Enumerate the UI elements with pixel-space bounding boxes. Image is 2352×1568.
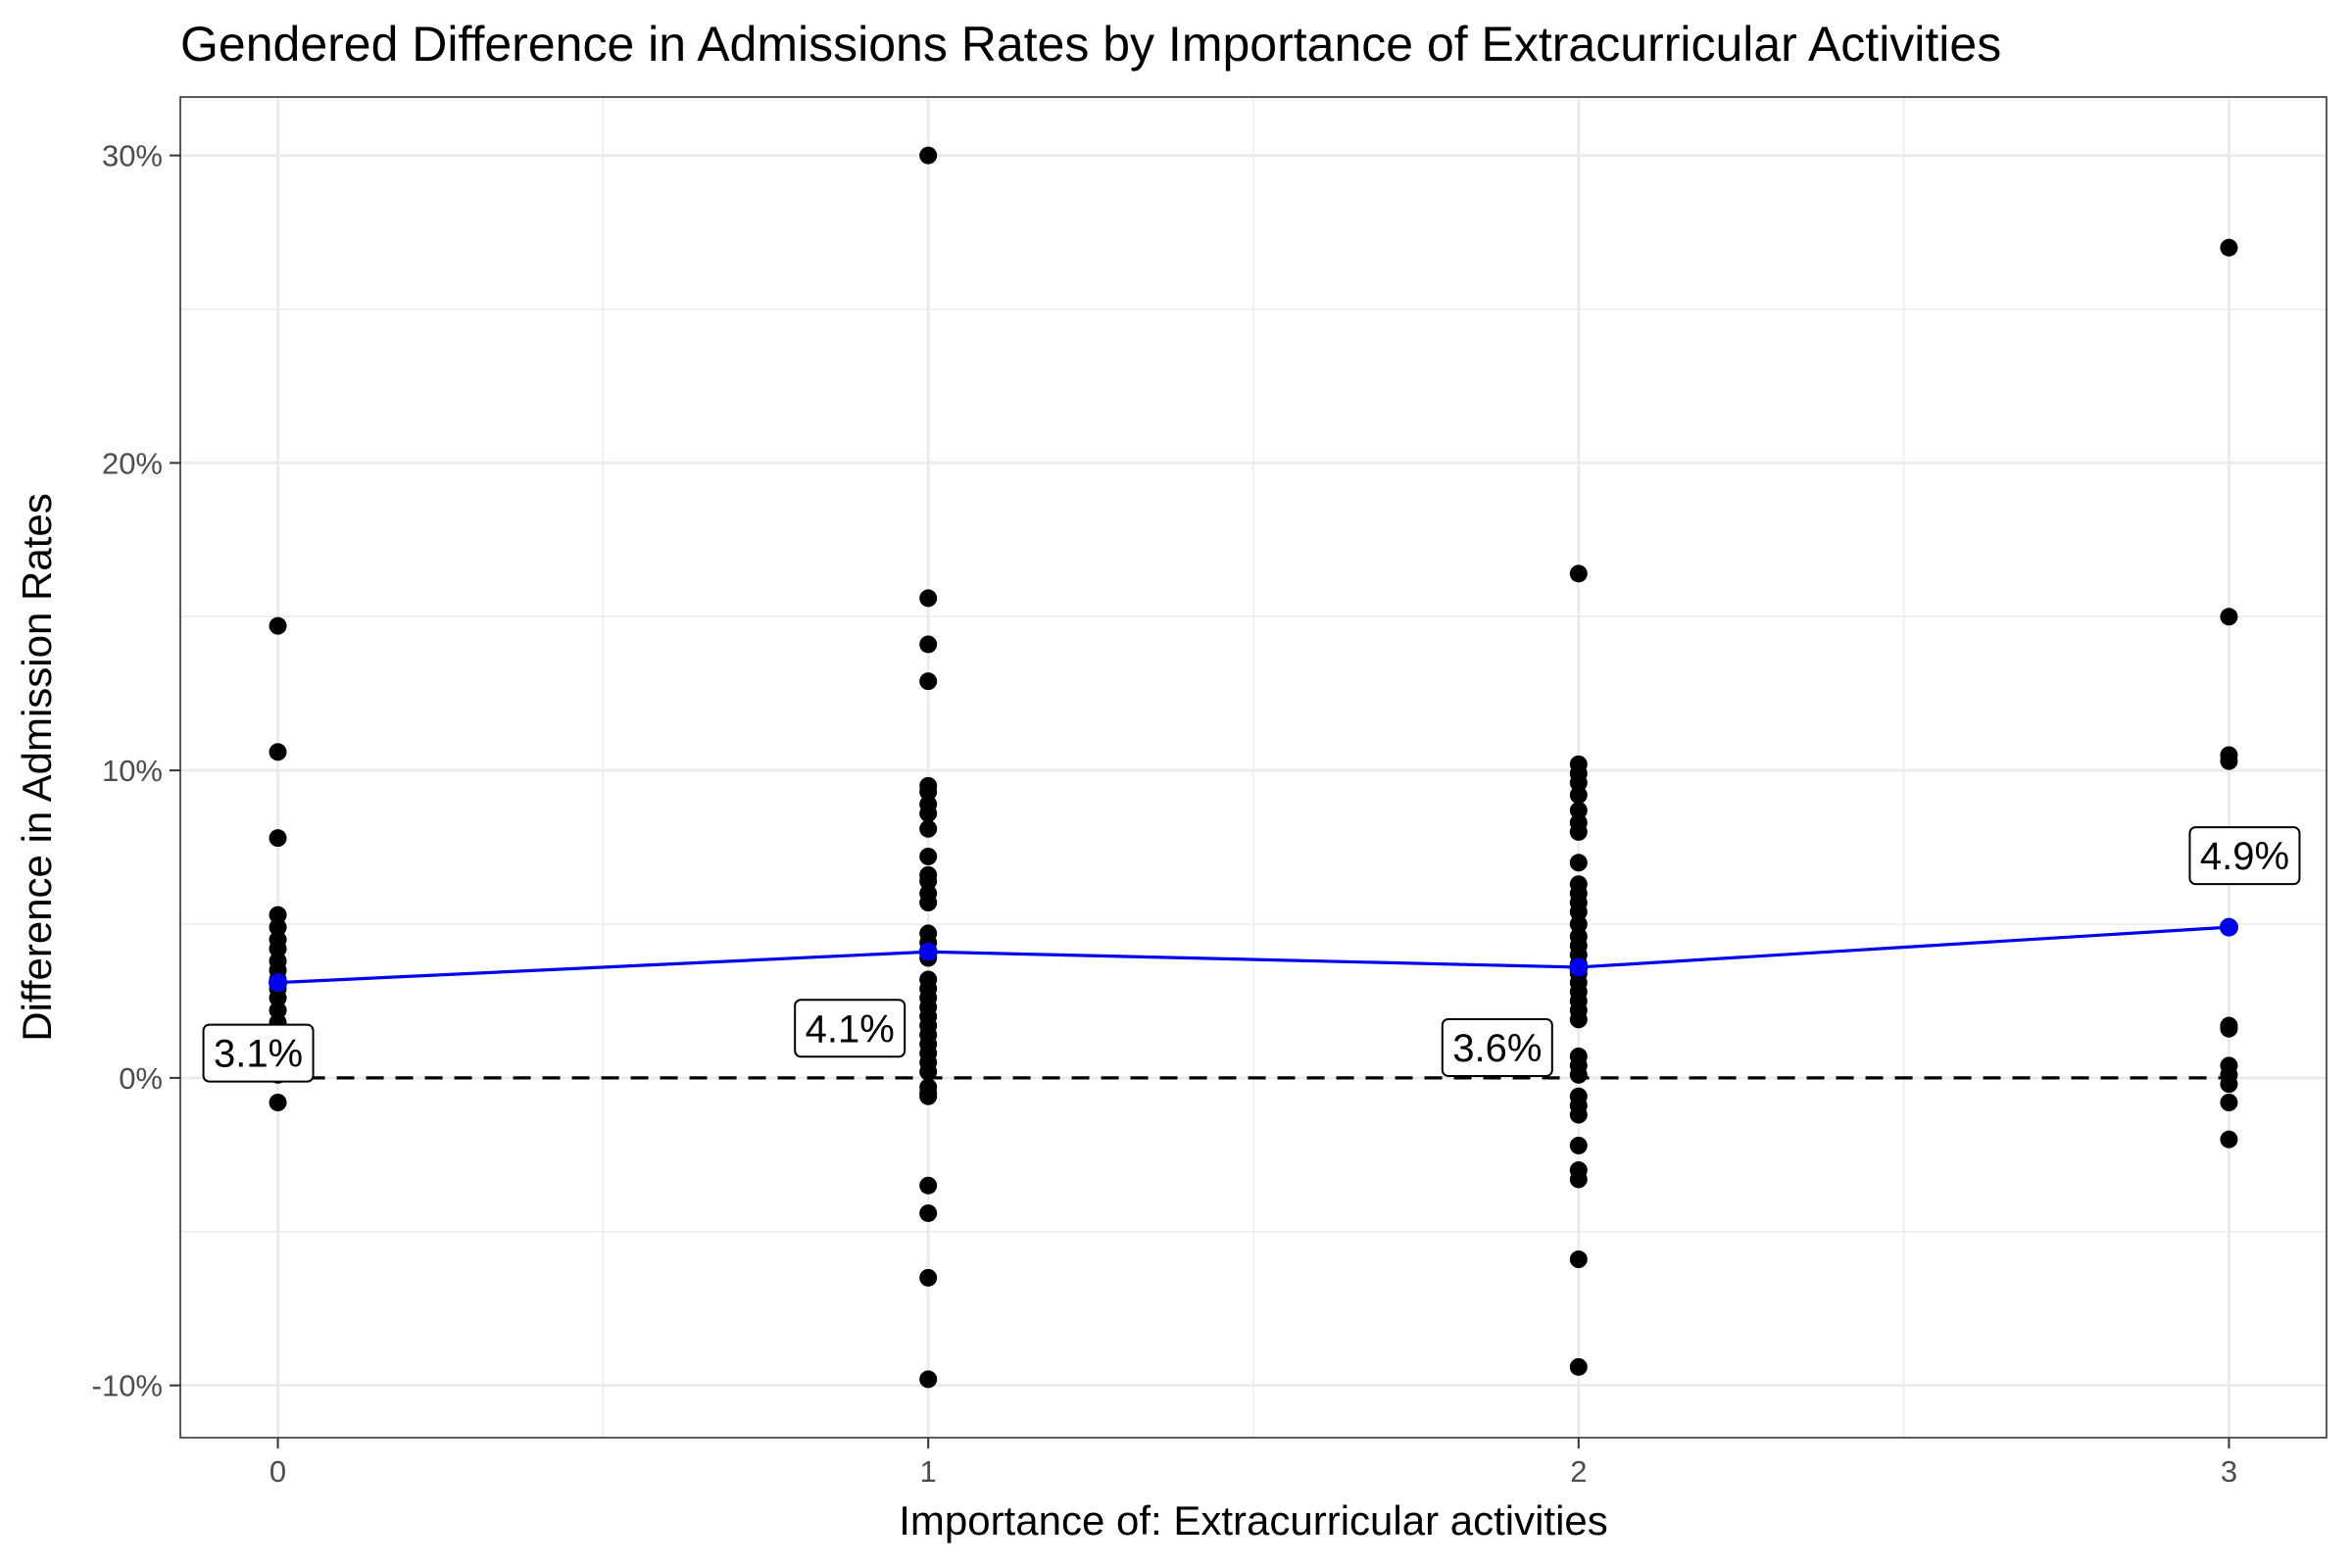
y-tick-label: 10% — [102, 754, 163, 788]
data-point — [919, 672, 938, 691]
data-point — [1569, 1250, 1588, 1269]
y-tick-label: 0% — [119, 1061, 163, 1096]
data-point — [269, 743, 287, 761]
x-axis-title: Importance of: Extracurricular activitie… — [899, 1497, 1608, 1544]
data-point — [1569, 1065, 1588, 1084]
data-point — [269, 1094, 287, 1111]
data-label-box — [1441, 1017, 1553, 1077]
data-point — [269, 906, 287, 924]
data-point — [1569, 1136, 1588, 1154]
mean-point — [918, 942, 938, 961]
data-point — [1569, 915, 1588, 934]
data-point — [1569, 903, 1588, 921]
y-tick-label: 30% — [102, 139, 163, 173]
x-tick-label: 1 — [920, 1454, 937, 1489]
plot-border — [179, 96, 2328, 1439]
data-point — [2220, 1075, 2238, 1094]
data-point — [919, 589, 938, 608]
data-point — [919, 783, 938, 802]
data-point — [1569, 854, 1588, 872]
data-point — [919, 872, 938, 891]
data-point — [269, 829, 287, 848]
data-point — [919, 819, 938, 838]
y-tick-label: 20% — [102, 446, 163, 480]
data-point — [269, 989, 287, 1007]
x-tick-label: 0 — [270, 1454, 286, 1489]
y-tick-label: -10% — [92, 1369, 163, 1403]
mean-trend-line — [277, 925, 2230, 985]
data-point — [919, 805, 938, 823]
data-label-box — [2188, 826, 2301, 886]
data-point — [919, 146, 938, 165]
data-point — [1569, 1170, 1588, 1189]
x-axis: 0 1 2 3 — [270, 1438, 2237, 1489]
data-point — [2220, 1130, 2238, 1149]
data-point — [1569, 1105, 1588, 1124]
mean-point — [2219, 917, 2238, 937]
data-point — [919, 1062, 938, 1081]
points-layer — [269, 146, 2238, 1389]
data-point — [2220, 1019, 2238, 1038]
data-point — [919, 1268, 938, 1287]
data-point — [919, 1370, 938, 1389]
data-point — [2220, 238, 2238, 257]
data-point — [269, 616, 287, 635]
data-point — [1569, 822, 1588, 841]
data-label: 4.9% — [2200, 835, 2289, 878]
data-point — [919, 894, 938, 912]
data-point — [269, 1001, 287, 1019]
data-point — [2220, 752, 2238, 770]
data-point — [2220, 1094, 2238, 1111]
y-axis-title: Difference in Admission Rates — [14, 493, 60, 1042]
y-axis: -10% 0% 10% 20% 30% — [92, 139, 180, 1403]
data-point — [919, 1087, 938, 1105]
data-label-box — [794, 999, 906, 1058]
data-label: 4.1% — [806, 1007, 895, 1051]
mean-point — [1569, 957, 1589, 977]
mean-points-layer — [269, 917, 2238, 993]
data-label-box — [202, 1023, 315, 1083]
data-point — [1569, 564, 1588, 583]
data-point — [919, 1203, 938, 1222]
data-point — [2220, 608, 2238, 626]
data-point — [1569, 786, 1588, 805]
chart-title: Gendered Difference in Admissions Rates … — [180, 17, 2001, 72]
data-point — [1569, 1357, 1588, 1376]
data-labels-layer: 3.1% 4.1% 3.6% 4.9% — [202, 826, 2301, 1083]
data-point — [919, 635, 938, 654]
data-point — [919, 1176, 938, 1195]
data-point — [1569, 1010, 1588, 1029]
data-label: 3.6% — [1452, 1027, 1542, 1070]
data-label: 3.1% — [214, 1033, 303, 1076]
mean-point — [269, 973, 288, 993]
data-point — [269, 940, 287, 958]
x-tick-label: 3 — [2221, 1454, 2237, 1489]
data-point — [1569, 801, 1588, 819]
data-point — [919, 847, 938, 865]
data-point — [1569, 773, 1588, 792]
data-point — [269, 918, 287, 937]
mean-line-layer — [277, 925, 2230, 985]
x-tick-label: 2 — [1570, 1454, 1587, 1489]
